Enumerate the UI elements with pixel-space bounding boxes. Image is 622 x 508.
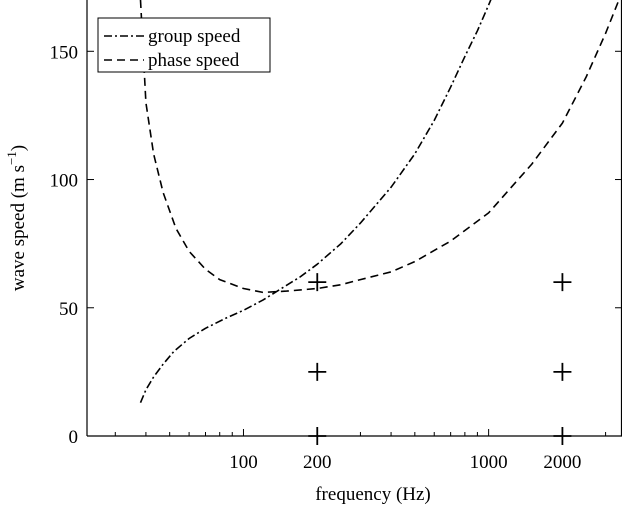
x-axis-ticks: 100 200 1000 2000 — [114, 429, 607, 473]
y-axis-label-close: ) — [8, 145, 29, 151]
y-axis-label-main: wave speed (m s — [8, 165, 29, 291]
plus-marker — [308, 273, 327, 292]
plus-marker — [553, 273, 572, 292]
plus-marker — [553, 427, 572, 445]
marker-layer — [308, 273, 572, 445]
plus-marker — [553, 362, 572, 381]
x-axis-label: frequency (Hz) — [315, 484, 431, 505]
series-line-group-speed — [139, 0, 492, 404]
legend-box — [97, 17, 271, 73]
y-tick-label: 100 — [50, 171, 79, 192]
y-axis-label: wave speed (m s−1) — [4, 145, 29, 291]
x-tick-label: 100 — [229, 452, 258, 473]
x-tick-label: 2000 — [543, 452, 581, 473]
y-tick-label: 0 — [69, 427, 79, 448]
y-tick-label: 50 — [59, 299, 78, 320]
x-tick-label: 1000 — [470, 452, 508, 473]
series-layer — [139, 0, 620, 404]
plus-marker — [308, 362, 327, 381]
x-tick-label: 200 — [303, 452, 332, 473]
legend-label-group-speed: group speed — [148, 26, 241, 47]
plus-marker — [308, 427, 327, 445]
series-line-phase-speed — [139, 0, 620, 294]
legend-label-phase-speed: phase speed — [148, 50, 240, 71]
legend: group speed phase speed — [97, 17, 271, 73]
y-tick-label: 150 — [50, 42, 79, 63]
y-axis-ticks: 0 50 100 150 — [50, 42, 622, 448]
y-axis-label-superscript: −1 — [4, 151, 19, 165]
